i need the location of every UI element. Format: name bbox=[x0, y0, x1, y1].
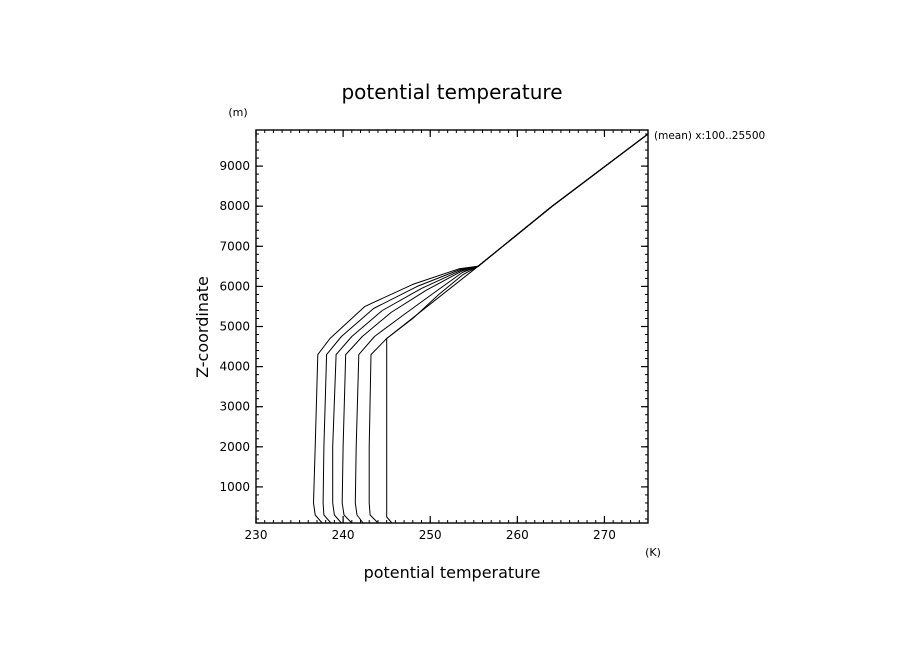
series-line-7 bbox=[313, 133, 649, 524]
x-tick-label: 250 bbox=[419, 528, 442, 542]
x-tick-label: 260 bbox=[506, 528, 529, 542]
y-tick-label: 8000 bbox=[219, 199, 250, 213]
y-tick-label: 6000 bbox=[219, 279, 250, 293]
series-line-4 bbox=[341, 133, 649, 524]
chart-title: potential temperature bbox=[341, 80, 562, 104]
x-unit-label: (K) bbox=[645, 546, 661, 559]
x-tick-label: 270 bbox=[593, 528, 616, 542]
series-group bbox=[313, 133, 649, 524]
y-tick-label: 9000 bbox=[219, 159, 250, 173]
y-axis-label: Z-coordinate bbox=[193, 276, 212, 378]
x-tick-label: 230 bbox=[245, 528, 268, 542]
y-tick-label: 4000 bbox=[219, 360, 250, 374]
y-tick-label: 7000 bbox=[219, 239, 250, 253]
y-tick-label: 1000 bbox=[219, 480, 250, 494]
x-tick-label: 240 bbox=[332, 528, 355, 542]
y-tick-label: 5000 bbox=[219, 320, 250, 334]
plot-frame bbox=[255, 129, 649, 524]
axis-ticks: 230 240 250 260 270 1000 2000 3000 4000 5000 6000 7… bbox=[219, 130, 649, 542]
y-unit-label: (m) bbox=[228, 106, 247, 119]
x-axis-label: potential temperature bbox=[364, 563, 541, 582]
y-tick-label: 2000 bbox=[219, 440, 250, 454]
series-line-2 bbox=[368, 133, 649, 524]
y-tick-label: 3000 bbox=[219, 400, 250, 414]
series-line-5 bbox=[332, 133, 649, 524]
mean-range-annotation: (mean) x:100..25500 bbox=[654, 130, 765, 142]
series-line-1 bbox=[386, 133, 649, 524]
